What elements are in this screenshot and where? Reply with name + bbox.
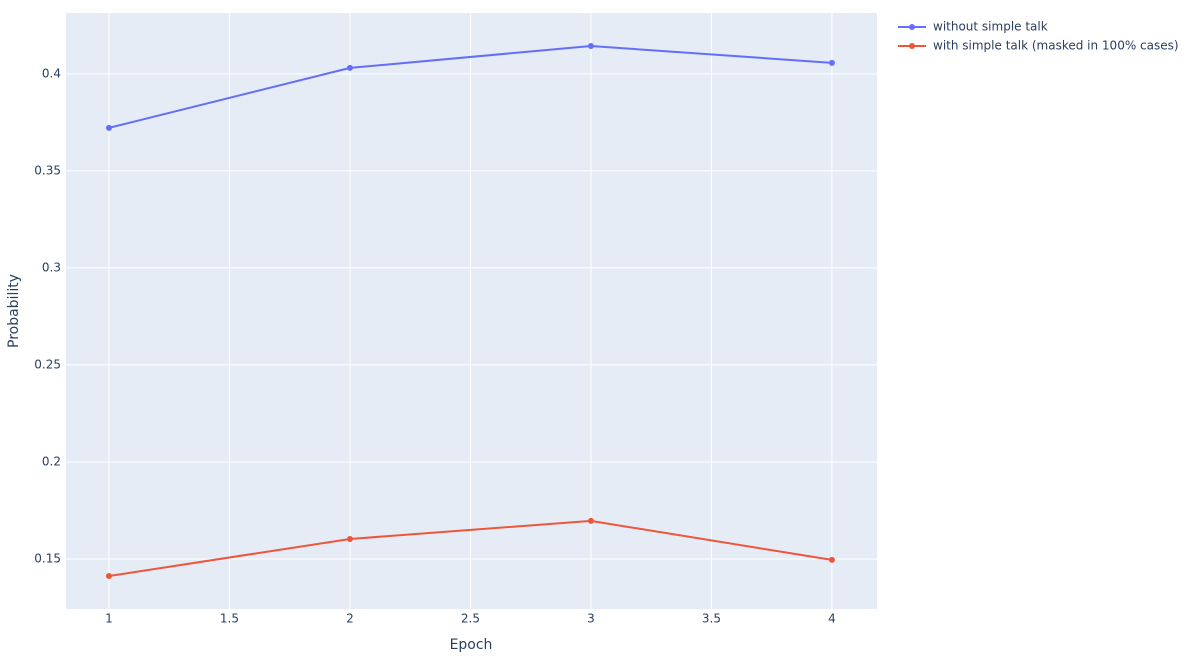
y-tick-label: 0.3 (42, 260, 61, 274)
y-tick-label: 0.2 (42, 454, 61, 468)
x-tick-label: 4 (828, 612, 836, 626)
y-tick-label: 0.4 (42, 66, 61, 80)
x-tick-label: 3 (587, 612, 595, 626)
x-tick-label: 2.5 (461, 612, 480, 626)
legend-marker (909, 24, 915, 30)
y-tick-label: 0.15 (34, 551, 61, 565)
line (108, 44, 833, 129)
legend-label: without simple talk (933, 20, 1048, 34)
legend-marker (909, 43, 915, 49)
x-tick-label: 1 (105, 612, 113, 626)
marker (346, 64, 353, 71)
marker (105, 124, 112, 131)
y-axis-title: Probability (6, 274, 22, 348)
y-tick-label: 0.25 (34, 357, 61, 371)
x-tick-label: 2 (346, 612, 354, 626)
x-tick-label: 3.5 (702, 612, 721, 626)
y-tick-label: 0.35 (34, 163, 61, 177)
marker (828, 556, 835, 563)
marker (105, 573, 112, 580)
marker (587, 42, 594, 49)
line (108, 519, 833, 578)
marker (828, 59, 835, 66)
x-axis-title: Epoch (450, 637, 493, 653)
plot-area (66, 13, 877, 609)
marker (346, 535, 353, 542)
legend-label: with simple talk (masked in 100% cases) (933, 39, 1179, 53)
x-tick-label: 1.5 (220, 612, 239, 626)
marker (587, 517, 594, 524)
